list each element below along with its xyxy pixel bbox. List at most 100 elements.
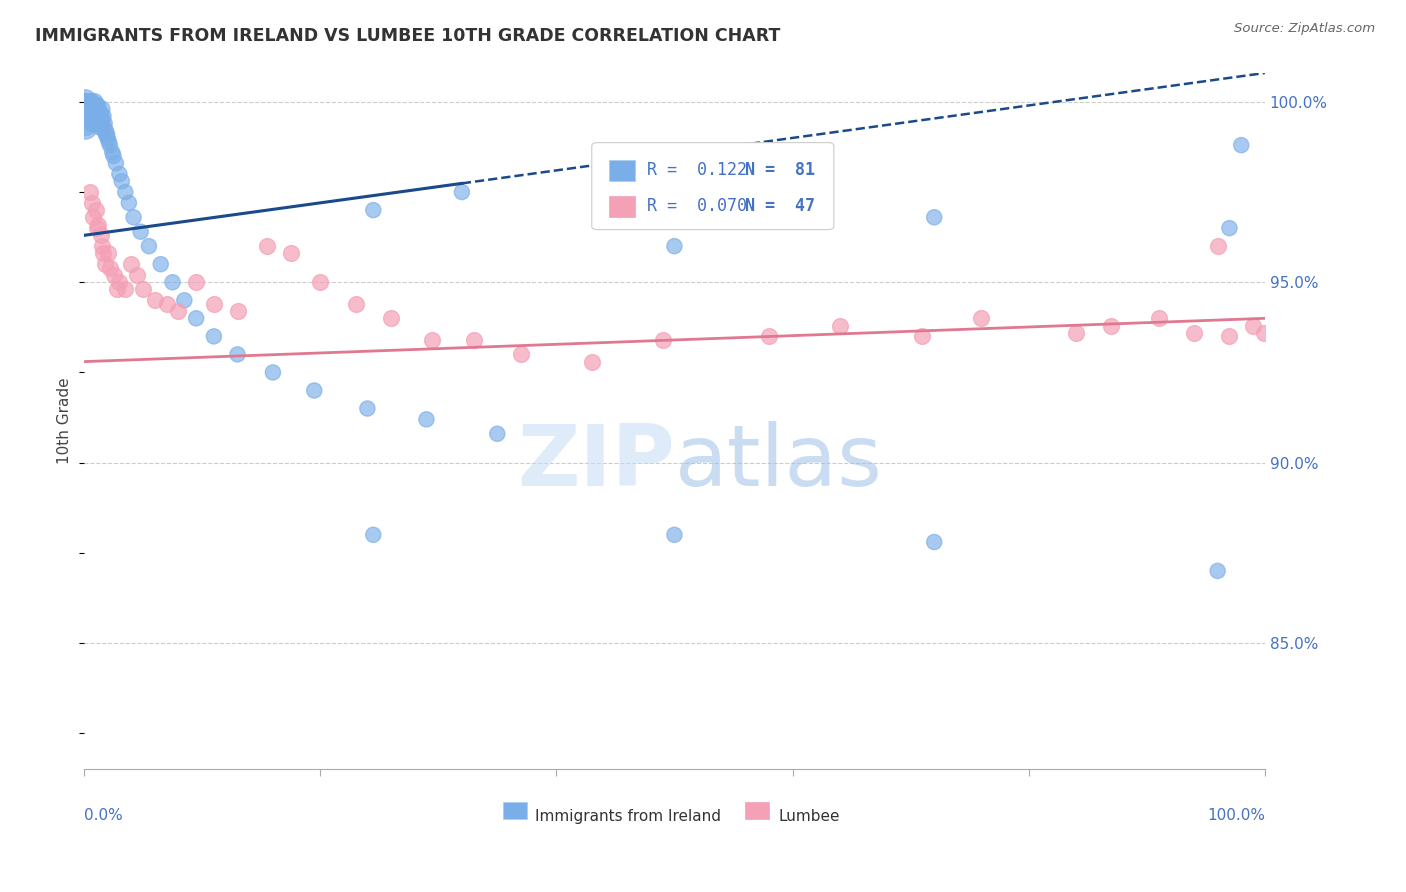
Point: [114, 283, 136, 297]
Point: [75, 109, 97, 123]
Point: [173, 293, 195, 308]
Point: [149, 257, 172, 271]
Point: [356, 401, 378, 416]
Point: [664, 203, 686, 218]
Point: [111, 174, 134, 188]
Point: [82, 116, 104, 130]
Point: [970, 311, 993, 326]
Point: [122, 211, 145, 225]
Point: [101, 145, 124, 160]
Point: [108, 167, 131, 181]
Point: [758, 329, 780, 343]
Point: [75, 95, 97, 109]
Point: [82, 105, 104, 120]
Text: Lumbee: Lumbee: [779, 809, 839, 824]
Point: [83, 105, 105, 120]
Point: [450, 185, 472, 199]
Point: [1206, 564, 1229, 578]
Point: [922, 535, 945, 549]
Point: [73, 102, 96, 116]
Point: [309, 275, 332, 289]
Bar: [745, 802, 769, 820]
Point: [89, 116, 111, 130]
Point: [82, 105, 104, 120]
Point: [98, 260, 121, 275]
Point: [80, 102, 103, 116]
FancyBboxPatch shape: [592, 143, 834, 229]
Point: [1218, 221, 1240, 235]
Point: [422, 333, 444, 347]
Text: 0.0%: 0.0%: [84, 807, 122, 822]
Point: [380, 311, 402, 326]
Point: [162, 275, 184, 289]
Point: [93, 116, 115, 130]
Point: [83, 95, 105, 109]
Point: [97, 246, 120, 260]
Point: [73, 109, 96, 123]
Point: [114, 185, 136, 199]
Point: [1241, 318, 1264, 333]
Point: [82, 116, 104, 130]
Point: [105, 283, 128, 297]
Point: [89, 105, 111, 120]
Point: [87, 218, 110, 232]
Bar: [609, 160, 636, 181]
Point: [1099, 318, 1122, 333]
Point: [77, 95, 100, 109]
Point: [304, 384, 326, 398]
Point: [143, 293, 166, 308]
Point: [75, 105, 97, 120]
Point: [77, 105, 100, 120]
Point: [86, 221, 108, 235]
Point: [226, 304, 249, 318]
Point: [1218, 329, 1240, 343]
Point: [415, 412, 437, 426]
Text: N =  81: N = 81: [745, 161, 815, 179]
Point: [127, 268, 149, 282]
Text: atlas: atlas: [675, 421, 883, 505]
Point: [84, 105, 107, 120]
Point: [262, 366, 284, 380]
Point: [75, 98, 97, 112]
Point: [79, 185, 101, 199]
Point: [828, 318, 851, 333]
Point: [256, 239, 278, 253]
Point: [202, 329, 225, 343]
Point: [86, 98, 108, 112]
Point: [91, 246, 114, 260]
Point: [118, 195, 141, 210]
Point: [167, 304, 190, 318]
Point: [911, 329, 934, 343]
Point: [581, 354, 603, 368]
Point: [75, 120, 97, 134]
Point: [91, 109, 114, 123]
Point: [138, 239, 160, 253]
Point: [91, 120, 114, 134]
Point: [82, 211, 104, 225]
Point: [89, 228, 111, 243]
Point: [104, 156, 127, 170]
Point: [86, 109, 108, 123]
Point: [87, 102, 110, 116]
Point: [90, 102, 112, 116]
Point: [76, 95, 98, 109]
Point: [1253, 326, 1275, 340]
Point: [90, 239, 112, 253]
Point: [84, 98, 107, 112]
Point: [98, 138, 121, 153]
Point: [651, 333, 673, 347]
Text: R =  0.070: R = 0.070: [647, 197, 747, 216]
Point: [1230, 138, 1253, 153]
Point: [1182, 326, 1205, 340]
Point: [96, 128, 118, 142]
Text: Source: ZipAtlas.com: Source: ZipAtlas.com: [1234, 22, 1375, 36]
Bar: [503, 802, 527, 820]
Point: [97, 135, 120, 149]
Point: [89, 120, 111, 134]
Point: [90, 112, 112, 127]
Text: N =  47: N = 47: [745, 197, 815, 216]
Point: [1064, 326, 1087, 340]
Point: [186, 275, 208, 289]
Point: [82, 195, 104, 210]
Point: [80, 95, 103, 109]
